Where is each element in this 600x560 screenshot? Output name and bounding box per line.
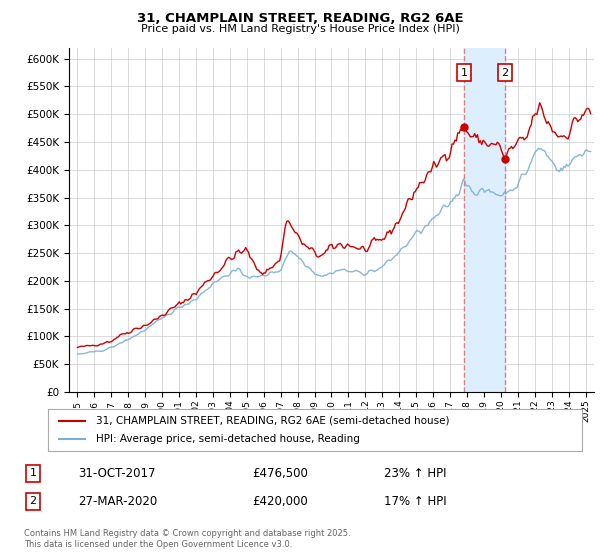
Text: 31-OCT-2017: 31-OCT-2017 [78, 466, 155, 480]
Text: 2: 2 [29, 496, 37, 506]
Text: 27-MAR-2020: 27-MAR-2020 [78, 494, 157, 508]
Text: Price paid vs. HM Land Registry's House Price Index (HPI): Price paid vs. HM Land Registry's House … [140, 24, 460, 34]
Bar [464, 48, 505, 392]
Text: £476,500: £476,500 [252, 466, 308, 480]
Text: 2: 2 [502, 68, 509, 78]
Text: 1: 1 [29, 468, 37, 478]
Text: 31, CHAMPLAIN STREET, READING, RG2 6AE (semi-detached house): 31, CHAMPLAIN STREET, READING, RG2 6AE (… [96, 416, 449, 426]
Text: 17% ↑ HPI: 17% ↑ HPI [384, 494, 446, 508]
Text: 31, CHAMPLAIN STREET, READING, RG2 6AE: 31, CHAMPLAIN STREET, READING, RG2 6AE [137, 12, 463, 25]
Text: Contains HM Land Registry data © Crown copyright and database right 2025.
This d: Contains HM Land Registry data © Crown c… [24, 529, 350, 549]
Text: HPI: Average price, semi-detached house, Reading: HPI: Average price, semi-detached house,… [96, 434, 360, 444]
Text: £420,000: £420,000 [252, 494, 308, 508]
Text: 1: 1 [461, 68, 467, 78]
Text: 23% ↑ HPI: 23% ↑ HPI [384, 466, 446, 480]
